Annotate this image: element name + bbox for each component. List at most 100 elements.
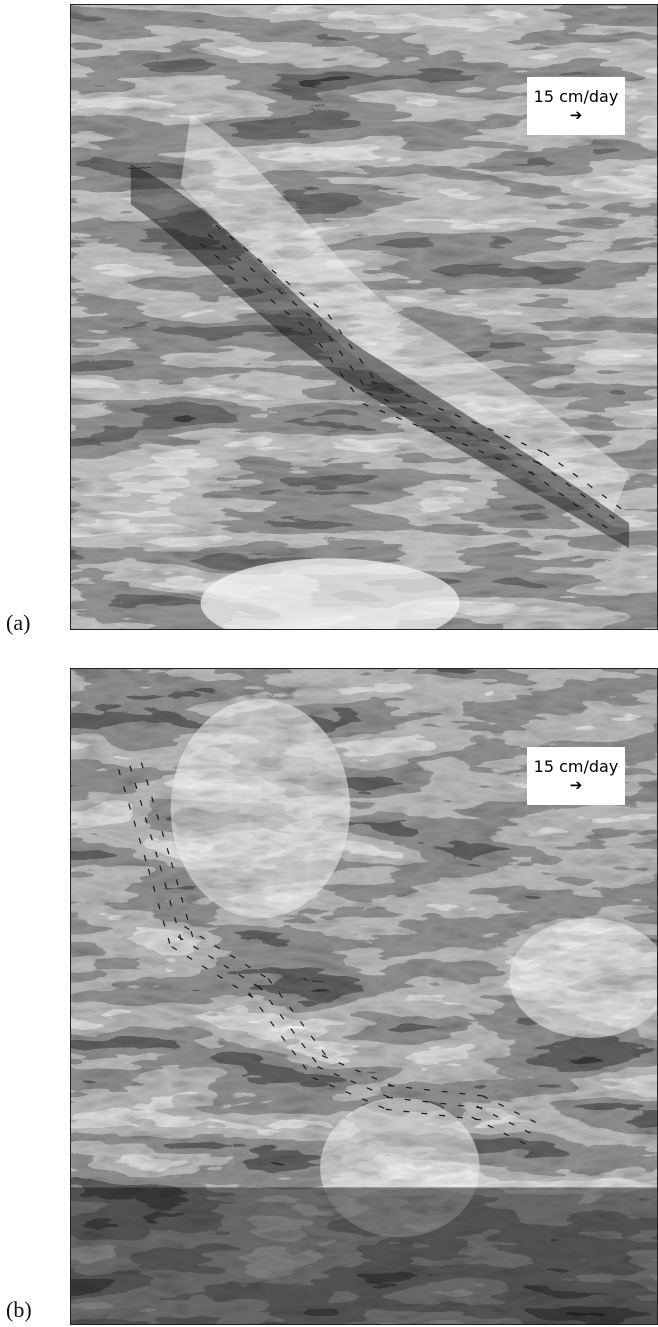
velocity-vector [508, 1121, 515, 1126]
velocity-vector [267, 978, 273, 984]
velocity-vector [162, 920, 166, 927]
velocity-vector [214, 254, 220, 260]
velocity-vector [565, 482, 572, 488]
velocity-vector [386, 1096, 393, 1099]
velocity-vector [361, 1098, 368, 1102]
velocity-vector [524, 1129, 531, 1134]
velocity-vector [235, 256, 242, 262]
velocity-vector [339, 371, 344, 378]
velocity-vector [285, 280, 291, 286]
velocity-vector [185, 913, 189, 920]
velocity-vector [301, 1042, 306, 1049]
velocity-vector [378, 1105, 385, 1109]
velocity-vector [156, 813, 160, 820]
velocity-vector [429, 429, 436, 434]
velocity-vectors-b [117, 762, 537, 1145]
velocity-vector [238, 974, 245, 979]
velocity-vector [299, 291, 305, 297]
velocity-vector [321, 1049, 327, 1056]
velocity-vector [151, 796, 154, 803]
velocity-vector [471, 420, 478, 425]
velocity-vector [147, 868, 151, 875]
velocity-vector [537, 449, 544, 453]
velocity-vector [338, 1062, 345, 1066]
velocity-vector [404, 1098, 411, 1101]
velocity-vector [461, 442, 468, 447]
velocity-vector [270, 1021, 275, 1027]
velocity-vector [487, 427, 494, 432]
velocity-vector [422, 1100, 429, 1103]
velocity-vector [138, 837, 142, 844]
velocity-vector [478, 449, 485, 454]
velocity-vector [123, 786, 126, 793]
velocity-vector [171, 946, 178, 951]
velocity-vector [476, 1105, 483, 1110]
velocity-vector [454, 414, 461, 418]
velocity-vector [228, 265, 234, 271]
speckle-image-panel-a: 15 cm/day ➔ [70, 4, 658, 630]
velocity-vector [388, 387, 395, 391]
velocity-vector [249, 267, 256, 273]
velocity-vector [358, 358, 364, 364]
velocity-vector [385, 1108, 392, 1111]
velocity-vector [289, 1006, 294, 1013]
velocity-vector [310, 1035, 316, 1042]
velocity-vector [503, 1132, 510, 1137]
velocity-vector [161, 830, 165, 838]
velocity-vector [140, 762, 144, 769]
velocity-vector [601, 523, 608, 529]
velocity-vector [317, 1066, 324, 1070]
velocity-vector [511, 464, 518, 468]
velocity-vector [299, 1021, 305, 1027]
velocity-vector [483, 438, 490, 443]
velocity-vector [456, 1116, 463, 1119]
velocity-vector [186, 955, 193, 960]
velocity-vector [383, 1094, 390, 1098]
velocity-vector [305, 312, 312, 318]
velocity-vector [580, 493, 586, 498]
right-arrow-icon: ➔ [569, 776, 583, 794]
velocity-vector [167, 937, 171, 944]
velocity-vector [371, 1076, 378, 1080]
panel-label-a: (a) [6, 610, 31, 635]
velocity-vector [214, 944, 221, 950]
velocity-vector [290, 1028, 295, 1034]
velocity-vector [260, 973, 266, 978]
velocity-scale-text-a: 15 cm/day [533, 87, 619, 106]
velocity-vector [400, 405, 407, 409]
velocity-vector [232, 984, 238, 989]
velocity-vector [248, 992, 254, 998]
velocity-vector [572, 502, 579, 508]
velocity-vector [242, 276, 248, 282]
velocity-vector [133, 820, 137, 827]
velocity-vector [349, 364, 354, 371]
velocity-vector [259, 1006, 264, 1013]
velocity-vector [482, 1095, 488, 1099]
velocity-vector [366, 1087, 373, 1091]
velocity-vector [217, 974, 223, 979]
velocity-vector [458, 1104, 465, 1107]
velocity-vector [406, 1086, 413, 1089]
velocity-vector [271, 269, 277, 275]
velocity-vector [594, 503, 601, 509]
velocity-vector [117, 769, 121, 776]
velocity-vector [423, 1088, 430, 1091]
velocity-vector [450, 425, 457, 429]
velocity-vector [184, 925, 190, 931]
velocity-vector [328, 335, 333, 342]
velocity-vector [152, 885, 156, 892]
velocity-vector [164, 882, 168, 889]
velocity-vector [544, 481, 550, 487]
panel-label-b: (b) [6, 1297, 32, 1322]
velocity-vector [530, 1119, 537, 1123]
velocity-vector [536, 461, 543, 466]
velocity-vector [257, 258, 263, 263]
velocity-vector [180, 896, 184, 903]
velocity-vector [529, 470, 536, 476]
velocity-vector [263, 278, 270, 284]
right-arrow-icon: ➔ [569, 106, 583, 124]
velocity-vector [459, 1092, 466, 1095]
velocity-vector [134, 782, 138, 789]
velocity-vector [333, 1073, 340, 1077]
velocity-vector [277, 289, 284, 295]
